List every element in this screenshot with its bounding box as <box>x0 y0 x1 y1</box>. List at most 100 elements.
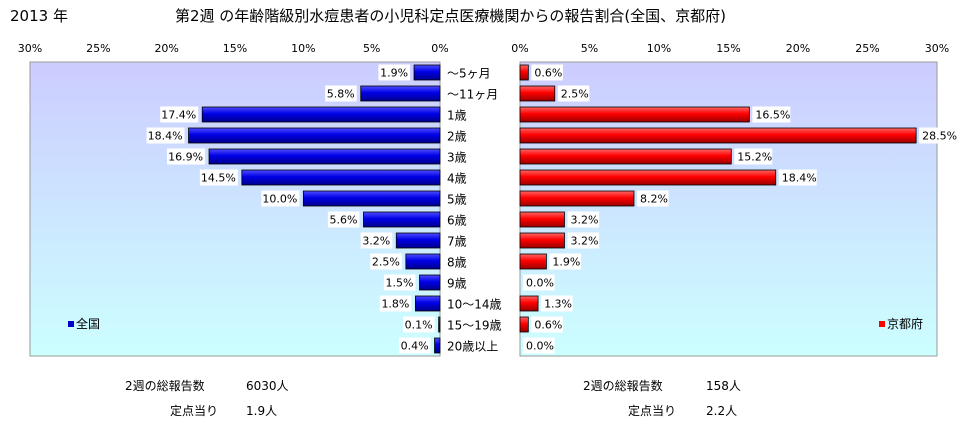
data-label-bg-kyoto <box>636 190 669 207</box>
category-label-bg <box>444 294 514 313</box>
national-total-label: 2週の総報告数 <box>125 379 205 393</box>
data-label-bg-national <box>378 64 411 81</box>
data-label-bg-national <box>398 337 431 354</box>
bar-national <box>405 253 441 270</box>
category-label-bg <box>444 210 514 229</box>
bar-national <box>363 211 441 228</box>
category-label: 20歳以上 <box>447 340 498 354</box>
bar-national <box>438 316 441 333</box>
tick-label-national: 15% <box>223 42 247 55</box>
tick-label-kyoto: 0% <box>511 42 528 55</box>
data-label-national: 5.6% <box>330 214 358 227</box>
bar-national <box>302 190 441 207</box>
category-label: 8歳 <box>447 256 467 270</box>
data-label-bg-kyoto <box>523 337 555 354</box>
data-label-kyoto: 18.4% <box>782 172 817 185</box>
data-label-bg-kyoto <box>752 106 791 123</box>
category-label: 5歳 <box>447 193 467 207</box>
data-label-national: 3.2% <box>362 235 390 248</box>
data-label-bg-national <box>403 316 435 333</box>
legend-swatch-kyoto <box>879 321 885 327</box>
bar-kyoto <box>519 316 529 333</box>
national-per-label: 定点当り <box>170 404 219 418</box>
category-label-bg <box>444 252 514 271</box>
bar-national <box>413 64 441 81</box>
national-per-value: 1.9人 <box>246 404 278 418</box>
category-label-bg <box>444 168 514 187</box>
category-label-bg <box>444 105 514 124</box>
tick-label-national: 0% <box>431 42 448 55</box>
bar-kyoto <box>519 64 529 81</box>
data-label-national: 5.8% <box>327 88 355 101</box>
category-label-bg <box>444 273 514 292</box>
data-label-national: 1.5% <box>386 277 414 290</box>
bar-kyoto <box>519 85 556 102</box>
data-label-kyoto: 28.5% <box>922 130 957 143</box>
tick-label-national: 25% <box>86 42 110 55</box>
kyoto-total-label: 2週の総報告数 <box>583 379 663 393</box>
bar-national <box>241 169 441 186</box>
bar-kyoto <box>519 106 750 123</box>
data-label-national: 16.9% <box>168 151 203 164</box>
category-label-bg <box>444 147 514 166</box>
legend-swatch-national <box>68 321 74 327</box>
data-label-bg-kyoto <box>531 316 563 333</box>
category-label: 15～19歳 <box>447 319 502 333</box>
bar-kyoto <box>519 127 917 144</box>
kyoto-total-value: 158人 <box>706 379 741 393</box>
category-label-bg <box>444 63 514 82</box>
data-label-national: 1.8% <box>381 298 409 311</box>
data-label-national: 0.1% <box>405 319 433 332</box>
data-label-bg-national <box>327 211 360 228</box>
tick-label-kyoto: 25% <box>855 42 879 55</box>
kyoto-per-value: 2.2人 <box>706 404 738 418</box>
category-label: ～5ヶ月 <box>447 67 491 81</box>
bar-kyoto <box>519 169 777 186</box>
data-label-bg-national <box>325 85 357 102</box>
data-label-bg-kyoto <box>541 295 573 312</box>
data-label-kyoto: 15.2% <box>737 151 772 164</box>
data-label-national: 2.5% <box>372 256 400 269</box>
data-label-bg-national <box>370 253 402 270</box>
category-label-bg <box>444 126 514 145</box>
category-label: 7歳 <box>447 235 467 249</box>
tick-label-kyoto: 15% <box>716 42 740 55</box>
plot-area-national <box>29 61 441 357</box>
data-label-bg-kyoto <box>734 148 773 165</box>
legend-label-kyoto: 京都府 <box>887 316 923 331</box>
data-label-bg-national <box>167 148 206 165</box>
data-label-kyoto: 8.2% <box>640 193 668 206</box>
data-label-kyoto: 3.2% <box>570 235 598 248</box>
data-label-national: 0.4% <box>401 340 429 353</box>
legend-label-national: 全国 <box>76 316 100 331</box>
data-label-kyoto: 3.2% <box>570 214 598 227</box>
data-label-kyoto: 0.6% <box>534 319 562 332</box>
bar-national <box>434 337 441 354</box>
category-label-bg <box>444 231 514 250</box>
data-label-national: 14.5% <box>201 172 236 185</box>
data-label-bg-kyoto <box>567 211 600 228</box>
bar-national <box>360 85 441 102</box>
tick-label-kyoto: 10% <box>647 42 671 55</box>
bar-national <box>414 295 441 312</box>
data-label-national: 17.4% <box>161 109 196 122</box>
data-label-bg-national <box>261 190 300 207</box>
bar-kyoto <box>519 295 539 312</box>
tick-label-national: 10% <box>291 42 315 55</box>
chart-title: 第2週 の年齢階級別水痘患者の小児科定点医療機関からの報告割合(全国、京都府) <box>175 7 727 25</box>
category-label: 10～14歳 <box>447 298 502 312</box>
data-label-bg-national <box>199 169 238 186</box>
data-label-kyoto: 1.3% <box>544 298 572 311</box>
data-label-bg-kyoto <box>523 274 555 291</box>
data-label-kyoto: 16.5% <box>755 109 790 122</box>
category-label-bg <box>444 189 514 208</box>
national-total-value: 6030人 <box>246 379 289 393</box>
bar-national <box>208 148 441 165</box>
category-label: 2歳 <box>447 130 467 144</box>
data-label-bg-kyoto <box>919 127 958 144</box>
data-label-kyoto: 1.9% <box>552 256 580 269</box>
bar-kyoto <box>519 190 635 207</box>
category-label: 3歳 <box>447 151 467 165</box>
tick-label-kyoto: 20% <box>786 42 810 55</box>
